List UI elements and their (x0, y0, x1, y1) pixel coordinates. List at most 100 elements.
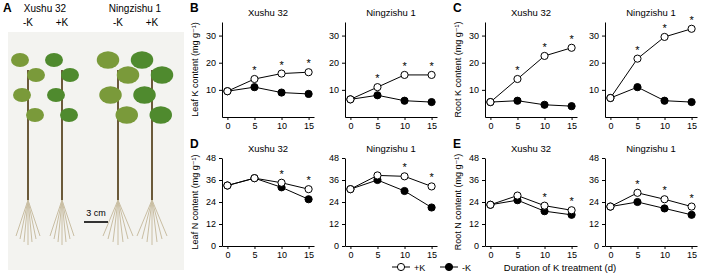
x-tick: 10 (277, 246, 287, 260)
data-point (251, 84, 258, 91)
series-line (350, 75, 431, 99)
leaf (11, 53, 29, 67)
x-tick: 5 (515, 117, 520, 131)
series-line (227, 178, 308, 189)
root (147, 200, 152, 242)
y-tick-mark (602, 158, 605, 159)
y-tick-label: 12 (206, 219, 216, 229)
x-tick-label: 0 (225, 250, 230, 260)
y-tick-label: 20 (206, 58, 216, 68)
x-tick-label: 10 (540, 121, 550, 131)
y-tick-label: 20 (329, 58, 339, 68)
y-tick-mark (602, 246, 605, 247)
x-tick-mark (517, 117, 518, 120)
x-tick: 0 (488, 117, 493, 131)
data-point (224, 88, 231, 95)
x-tick: 15 (687, 246, 697, 260)
y-tick: 24 (589, 197, 605, 207)
y-tick-mark (219, 246, 222, 247)
y-tick: 20 (589, 58, 605, 68)
significance-mark: * (689, 192, 694, 204)
significance-mark: * (306, 174, 311, 186)
significance-mark: * (306, 57, 311, 69)
series-line (490, 196, 571, 211)
x-tick-mark (227, 117, 228, 120)
root (24, 200, 28, 242)
x-tick-mark (637, 117, 638, 120)
y-axis: 10 20 30 (329, 23, 346, 118)
y-tick: 10 (329, 85, 345, 95)
data-point (607, 94, 614, 101)
data-point (688, 25, 695, 32)
treatment-label: -K (23, 17, 33, 28)
y-tick-mark (219, 90, 222, 91)
series-line (490, 48, 571, 102)
photo-background (8, 32, 184, 270)
y-tick: 24 (329, 197, 345, 207)
series-line (610, 193, 691, 207)
data-point (278, 179, 285, 186)
x-tick: 15 (304, 246, 314, 260)
root (62, 200, 74, 236)
significance-mark: * (279, 59, 284, 71)
panel-letter: E (453, 137, 461, 151)
series-line (227, 72, 308, 91)
y-tick-mark (602, 90, 605, 91)
x-tick-label: 0 (608, 250, 613, 260)
x-tick: 10 (660, 246, 670, 260)
x-tick-mark (350, 117, 351, 120)
y-tick: 20 (469, 58, 485, 68)
x-tick-label: 10 (400, 121, 410, 131)
root (58, 200, 62, 242)
legend-marker (397, 263, 404, 270)
y-tick-mark (342, 202, 345, 203)
root (28, 200, 40, 236)
x-axis: 051015 (606, 246, 698, 260)
y-tick: 0 (211, 241, 222, 251)
x-tick: 5 (375, 117, 380, 131)
y-axis-title: Root K content (mg g⁻¹) (453, 22, 463, 118)
y-tick: 24 (206, 197, 222, 207)
significance-mark: * (569, 195, 574, 207)
data-point (607, 203, 614, 210)
y-tick-mark (219, 63, 222, 64)
data-point (487, 201, 494, 208)
y-tick-mark (602, 36, 605, 37)
y-tick: 10 (206, 85, 222, 95)
plant (11, 53, 45, 245)
treatment-label: +K (146, 17, 159, 28)
x-tick-label: 15 (304, 121, 314, 131)
x-tick-label: 10 (660, 121, 670, 131)
x-axis: 051015 (486, 246, 578, 260)
root (113, 200, 118, 242)
y-tick-label: 30 (329, 31, 339, 41)
data-point (224, 182, 231, 189)
data-point (428, 183, 435, 190)
data-point (607, 94, 614, 101)
x-tick-mark (545, 246, 546, 249)
x-tick: 0 (488, 246, 493, 260)
data-point (661, 205, 668, 212)
data-point (251, 175, 258, 182)
root (152, 200, 167, 236)
y-tick-label: 48 (206, 153, 216, 163)
x-axis: 051015 (346, 246, 438, 260)
x-axis: 051015 (346, 117, 438, 131)
y-tick-label: 12 (329, 219, 339, 229)
y-tick-mark (482, 246, 485, 247)
x-tick-mark (517, 246, 518, 249)
significance-mark: * (689, 14, 694, 26)
x-tick: 5 (252, 246, 257, 260)
y-tick-mark (342, 63, 345, 64)
y-tick: 48 (469, 153, 485, 163)
y-tick: 30 (469, 31, 485, 41)
data-point (661, 33, 668, 40)
x-axis-line (606, 246, 698, 247)
subplot-title: Ningzishu 1 (366, 7, 416, 18)
x-tick-mark (282, 246, 283, 249)
y-tick-mark (482, 158, 485, 159)
x-tick: 0 (608, 246, 613, 260)
data-point (401, 173, 408, 180)
x-tick-label: 0 (608, 121, 613, 131)
data-point (305, 90, 312, 97)
